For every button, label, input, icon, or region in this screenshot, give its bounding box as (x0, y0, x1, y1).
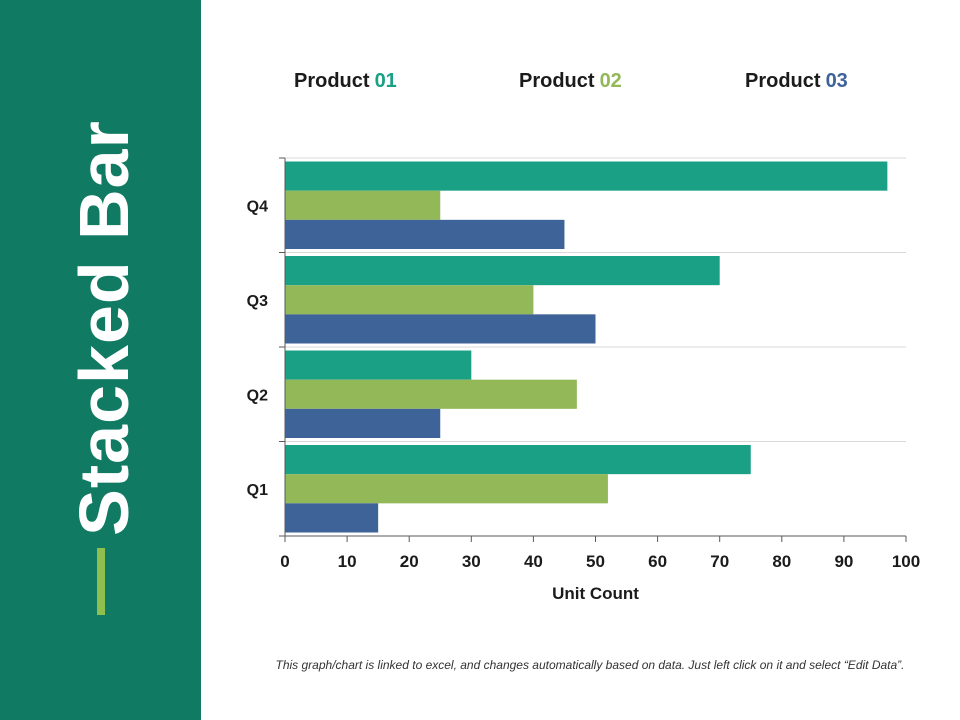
bar-q4-product-03 (285, 219, 565, 249)
bar-q1-product-01 (285, 445, 751, 475)
x-tick-label: 60 (648, 552, 667, 571)
bar-q1-product-02 (285, 474, 608, 504)
x-tick-label: 40 (524, 552, 543, 571)
title-accent-bar (97, 548, 105, 615)
sidebar: Stacked Bar (0, 0, 201, 720)
legend-number: 02 (599, 70, 622, 92)
legend-label: Product (294, 70, 370, 92)
y-tick-label: Q3 (247, 293, 268, 310)
x-tick-label: 50 (586, 552, 605, 571)
legend-number: 03 (825, 70, 848, 92)
bar-q2-product-03 (285, 408, 441, 438)
legend-item-product-03: Product 03 (745, 70, 848, 93)
x-tick-label: 10 (338, 552, 357, 571)
bar-q3-product-03 (285, 314, 596, 344)
y-tick-label: Q1 (247, 482, 268, 499)
legend-number: 01 (374, 70, 397, 92)
bar-q1-product-03 (285, 503, 379, 533)
bar-q3-product-02 (285, 285, 534, 315)
bar-q2-product-02 (285, 379, 577, 409)
x-tick-label: 0 (280, 552, 289, 571)
bar-q3-product-01 (285, 256, 720, 286)
bar-q4-product-02 (285, 190, 441, 220)
legend-item-product-02: Product 02 (519, 70, 622, 93)
legend-label: Product (745, 70, 821, 92)
legend-label: Product (519, 70, 595, 92)
x-tick-label: 100 (892, 552, 920, 571)
x-tick-label: 30 (462, 552, 481, 571)
footer-note: This graph/chart is linked to excel, and… (275, 658, 905, 672)
x-tick-label: 20 (400, 552, 419, 571)
legend-item-product-01: Product 01 (294, 70, 397, 93)
y-tick-label: Q4 (247, 198, 268, 215)
bar-q2-product-01 (285, 350, 472, 380)
x-tick-label: 70 (710, 552, 729, 571)
bar-q4-product-01 (285, 161, 888, 191)
x-axis-title: Unit Count (552, 584, 639, 603)
x-tick-label: 80 (772, 552, 791, 571)
x-tick-label: 90 (834, 552, 853, 571)
y-tick-label: Q2 (247, 387, 268, 404)
